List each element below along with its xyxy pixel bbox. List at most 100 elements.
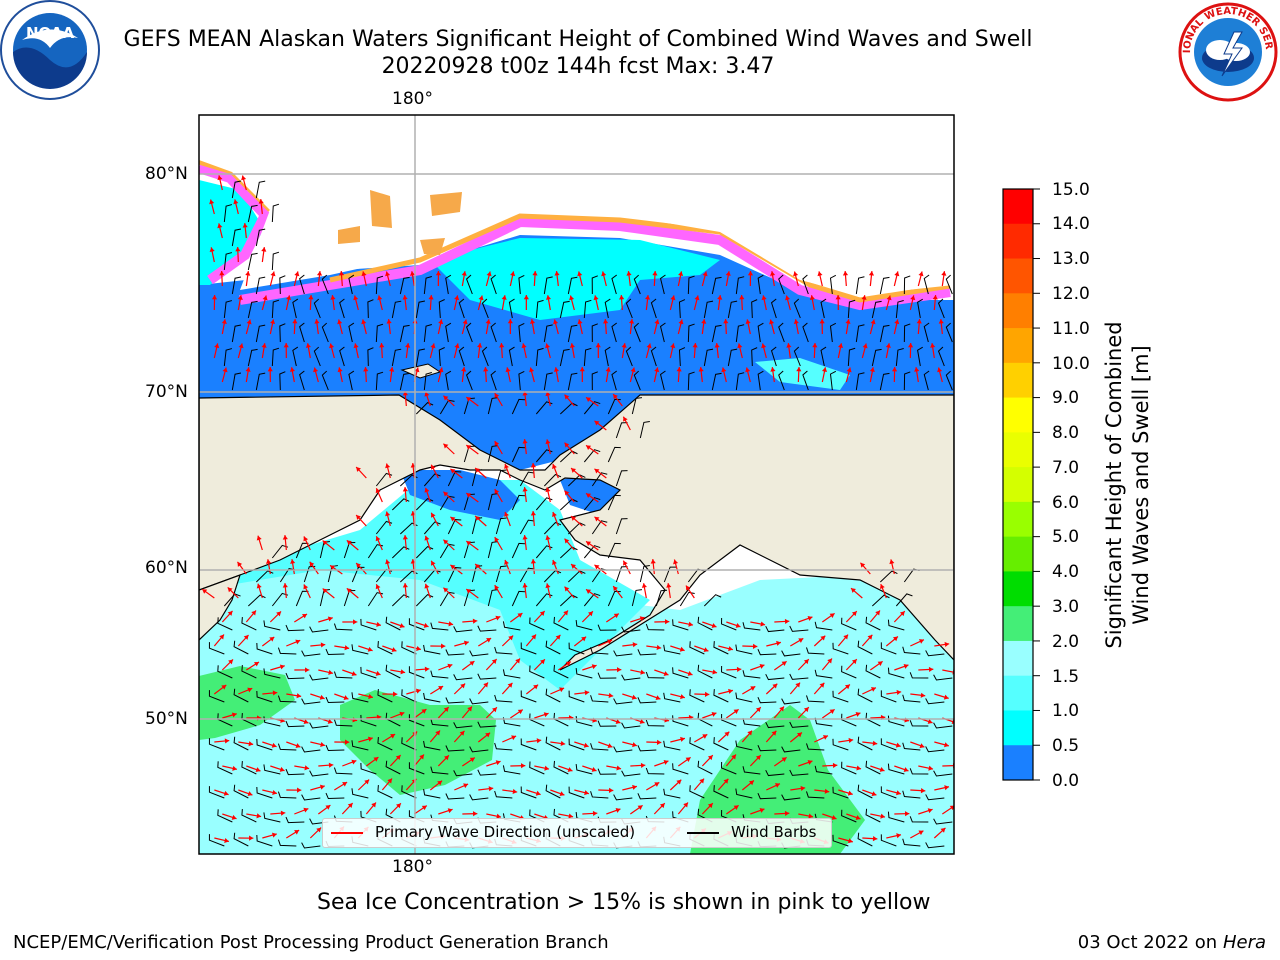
wind-barb xyxy=(469,794,489,801)
wind-barb xyxy=(518,322,525,343)
wave-arrow-head xyxy=(663,759,669,765)
wind-barb xyxy=(375,275,384,295)
lon-label-bottom: 180° xyxy=(392,857,433,877)
wind-barb xyxy=(937,346,945,367)
wave-arrow-head xyxy=(272,789,277,795)
wave-arrow-head xyxy=(492,707,497,713)
wave-arrow-head xyxy=(504,559,509,565)
lat-label-70: 70°N xyxy=(145,382,188,402)
wind-barb xyxy=(445,697,465,704)
wind-barb xyxy=(233,640,249,655)
wind-barb xyxy=(423,644,441,655)
wind-barb xyxy=(637,649,657,656)
wave-arrow-head xyxy=(544,765,550,771)
wave-arrow-head xyxy=(501,295,507,300)
wave-arrow-head xyxy=(623,416,628,422)
wave-arrow-head xyxy=(680,736,685,742)
wind-barb xyxy=(391,300,402,319)
wave-arrow-head xyxy=(831,815,837,820)
wind-barb-label: Wind Barbs xyxy=(731,823,817,841)
wave-arrow-head xyxy=(283,343,289,348)
wave-arrow-head xyxy=(678,271,684,277)
wind-barb xyxy=(351,566,365,583)
wind-barb xyxy=(887,763,905,775)
wave-arrow-head xyxy=(435,271,441,276)
wind-barb xyxy=(613,698,633,705)
wave-arrow-head xyxy=(851,588,856,593)
wave-arrow-head xyxy=(613,394,618,400)
wave-arrow-head xyxy=(916,319,922,324)
wind-barb xyxy=(401,785,417,799)
wave-arrow-head xyxy=(443,395,449,401)
cbar-tick-label: 10.0 xyxy=(1052,354,1090,374)
wave-arrow-head xyxy=(630,367,636,373)
wave-arrow-head xyxy=(847,790,853,796)
wind-barb xyxy=(909,672,929,679)
wind-barb xyxy=(655,589,668,607)
wind-barb xyxy=(672,715,689,727)
wind-barb xyxy=(778,322,785,343)
wind-barb xyxy=(553,616,569,631)
wind-barb xyxy=(879,570,898,583)
wind-barb xyxy=(263,764,281,775)
wave-arrow-head xyxy=(851,659,857,665)
wave-arrow-head xyxy=(399,711,405,717)
wind-barb xyxy=(751,299,758,319)
wind-barb xyxy=(621,626,641,633)
wind-barb xyxy=(806,695,825,703)
wave-arrow-head xyxy=(543,712,549,718)
wave-arrow-head xyxy=(361,271,367,277)
wind-barb xyxy=(348,274,355,295)
wave-arrow-head xyxy=(755,755,761,761)
wind-barb xyxy=(829,274,837,295)
wind-barb xyxy=(613,650,633,657)
wave-arrow-head xyxy=(475,564,481,569)
wave-arrow-head xyxy=(595,343,601,348)
wave-arrow-head xyxy=(731,754,736,760)
wind-barb xyxy=(553,664,569,679)
wind-barb xyxy=(604,346,611,367)
wave-arrow-head xyxy=(944,785,949,791)
wind-barb xyxy=(255,372,266,391)
wave-arrow-head xyxy=(632,642,638,648)
wave-arrow-head xyxy=(736,666,742,672)
wave-arrow-head xyxy=(552,512,557,517)
wave-arrow-head xyxy=(613,613,619,619)
wave-arrow-head xyxy=(320,741,325,747)
wind-barb xyxy=(757,696,777,704)
wave-arrow-head xyxy=(431,464,436,470)
wave-arrow-head xyxy=(594,468,600,474)
wind-barb xyxy=(285,816,305,824)
wind-barb xyxy=(672,667,689,679)
wind-barb xyxy=(607,398,621,415)
wind-barb xyxy=(597,624,617,631)
wave-arrow-head xyxy=(395,755,401,760)
wind-barb xyxy=(781,698,801,705)
graticule xyxy=(199,115,954,854)
wind-barb xyxy=(639,421,650,439)
wind-barb xyxy=(223,204,233,223)
wind-barb xyxy=(423,372,432,391)
wave-arrow-head xyxy=(584,690,590,696)
wave-arrow-head xyxy=(646,343,652,349)
wave-arrow-head xyxy=(530,463,536,468)
wave-arrow-head xyxy=(569,343,575,348)
wave-arrow-head xyxy=(246,319,252,325)
wind-barb xyxy=(742,622,761,631)
wave-arrow-head xyxy=(584,790,589,796)
wave-arrow-head xyxy=(639,616,645,622)
wave-arrow-head xyxy=(886,295,892,301)
wind-barb xyxy=(313,346,321,367)
wave-arrow-head xyxy=(616,667,622,673)
wind-barb xyxy=(829,322,837,343)
wave-and-wind-vectors xyxy=(201,175,954,849)
wind-barb xyxy=(445,370,452,391)
wind-barb xyxy=(490,274,497,295)
wind-barb xyxy=(721,713,737,727)
wave-arrow-head xyxy=(351,671,357,677)
cbar-tick-label: 12.0 xyxy=(1052,284,1090,304)
wave-arrow-head xyxy=(711,623,717,628)
wind-barb xyxy=(535,347,544,367)
wave-arrow-head xyxy=(723,319,729,324)
wave-arrow-head xyxy=(896,833,901,839)
